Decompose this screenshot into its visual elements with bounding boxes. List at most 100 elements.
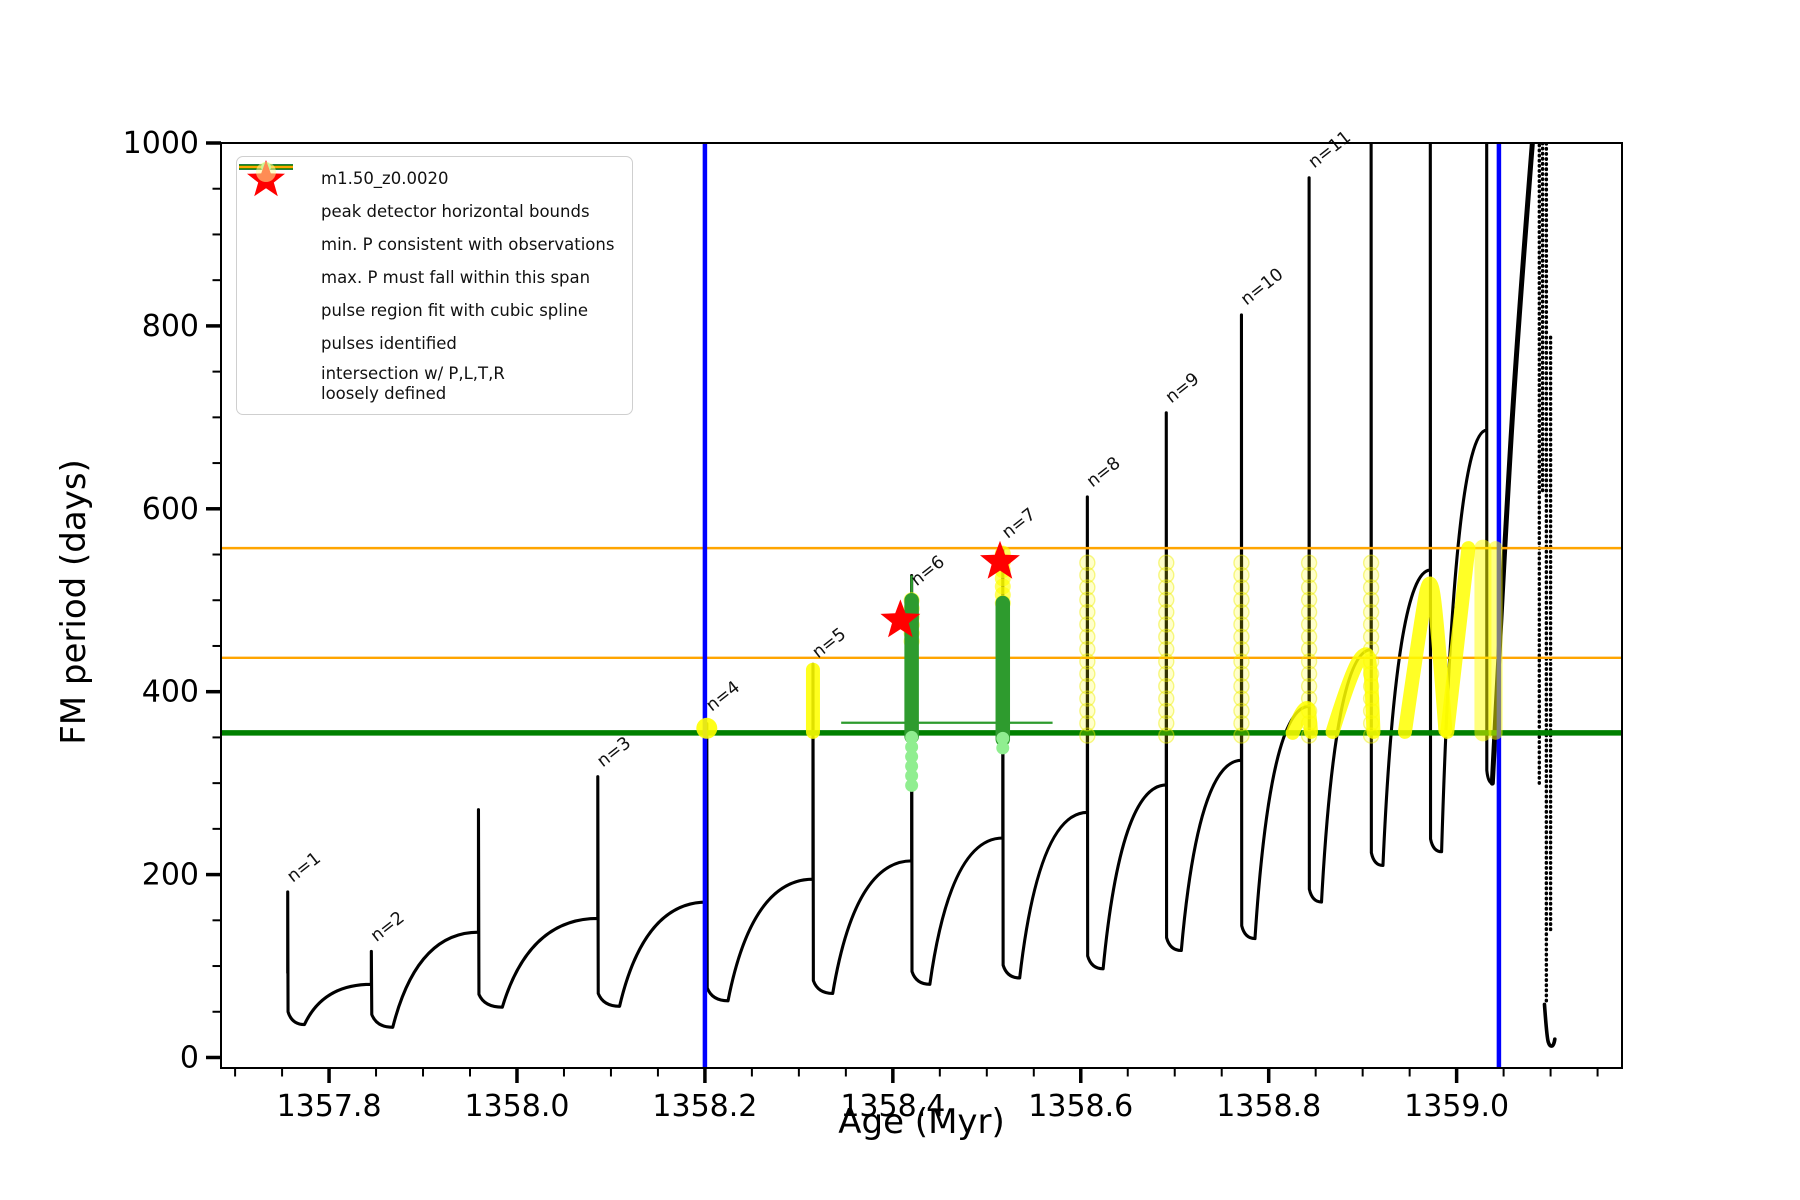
intersection-marker (1300, 591, 1318, 608)
legend-item-4: max. P must fall within this span (239, 165, 614, 292)
intersection-arc-4 (1440, 541, 1476, 739)
intersection-marker (1362, 591, 1380, 608)
pulse-annotation-n9: n=9 (1162, 369, 1203, 407)
intersection-marker (1079, 715, 1096, 732)
intersection-marker (1158, 665, 1175, 683)
legend-item-6: pulses identified (247, 160, 614, 358)
hook-curve (1542, 1002, 1557, 1048)
intersection-marker (1079, 591, 1096, 608)
intersection-marker (1362, 554, 1380, 571)
intersection-marker (1079, 678, 1096, 695)
intersection-marker (1158, 603, 1175, 621)
pulse-star-2 (980, 540, 1020, 579)
intersection-arc-1 (1285, 701, 1318, 740)
intersection-arc-3 (1397, 576, 1453, 739)
intersection-marker (1233, 640, 1250, 658)
pulse-annotation-n1: n=1 (283, 848, 324, 886)
intersection-marker (1158, 727, 1175, 744)
intersection-marker (1079, 603, 1096, 621)
intersection-marker (1233, 616, 1250, 633)
intersection-marker (1233, 628, 1250, 646)
pulse-annotation-n4: n=4 (703, 677, 744, 715)
intersection-marker (1233, 727, 1250, 744)
intersection-marker (1300, 640, 1318, 658)
legend-item-label: m1.50_z0.0020 (321, 169, 449, 189)
intersection-marker (1233, 715, 1250, 732)
intersection-marker (1300, 665, 1318, 683)
series-m1.50-z0.0020 (286, 143, 1493, 1029)
pulse-region-marker (905, 750, 919, 764)
legend-item-label: min. P consistent with observations (321, 235, 615, 255)
intersection-marker (1233, 554, 1250, 571)
pulse-annotation-n8: n=8 (1083, 453, 1124, 491)
y-axis-label: FM period (days) (54, 459, 94, 745)
legend-item-1: m1.50_z0.0020 (239, 164, 614, 193)
intersection-marker (1362, 603, 1380, 621)
intersection-marker (1233, 591, 1250, 608)
intersection-marker (1233, 665, 1250, 683)
x-tick-label: 1358.6 (1028, 1089, 1133, 1124)
intersection-marker (1158, 715, 1175, 732)
intersection-marker (1233, 678, 1250, 695)
intersection-marker (1158, 554, 1175, 571)
pulse-annotation-n11: n=11 (1305, 127, 1355, 172)
pulse-annotation-n6: n=6 (907, 552, 948, 590)
intersection-marker (1158, 591, 1175, 608)
y-tick-label: 600 (142, 492, 199, 527)
intersection-marker (1079, 554, 1096, 571)
intersection-marker (1158, 579, 1175, 596)
legend-item-5: pulse region fit with cubic spline (247, 162, 614, 325)
intersection-marker (1362, 616, 1380, 633)
intersection-marker (1300, 603, 1318, 621)
intersection-marker (1300, 554, 1318, 571)
intersection-marker (1079, 640, 1096, 658)
intersection-marker (1233, 653, 1250, 670)
intersection-marker (1362, 566, 1380, 584)
intersection-marker (1079, 653, 1096, 670)
intersection-marker (1300, 653, 1318, 670)
intersection-marker (1233, 566, 1250, 584)
intersection-marker (1158, 702, 1175, 720)
intersection-marker (1079, 628, 1096, 646)
intersection-arc-2 (1325, 647, 1381, 739)
intersection-marker (1079, 616, 1096, 633)
pulse-region-marker (905, 740, 919, 754)
intersection-marker (1158, 566, 1175, 584)
legend-item-7: intersection w/ P,L,T,R loosely defined (247, 162, 614, 404)
legend-item-2: peak detector horizontal bounds (239, 164, 614, 226)
intersection-marker (1158, 678, 1175, 695)
pulse-annotation-n7: n=7 (999, 505, 1040, 543)
x-tick-label: 1358.2 (652, 1089, 757, 1124)
x-tick-label: 1358.0 (464, 1089, 569, 1124)
x-tick-label: 1358.4 (840, 1089, 945, 1124)
intersection-marker (1079, 702, 1096, 720)
intersection-marker (1079, 566, 1096, 584)
intersection-marker (1158, 616, 1175, 633)
intersection-dot-n4 (696, 717, 718, 739)
pulse-annotation-n2: n=2 (367, 908, 408, 946)
pulse-annotation-n10: n=10 (1237, 265, 1287, 310)
intersection-marker (1362, 579, 1380, 596)
intersection-marker (1158, 640, 1175, 658)
pulse-region-marker (905, 778, 919, 792)
axes-frame (220, 142, 1623, 1069)
pulse-region-marker (996, 731, 1010, 745)
legend-item-label: pulses identified (321, 334, 457, 354)
legend-item-label: intersection w/ P,L,T,R loosely defined (321, 364, 505, 404)
intersection-marker (1300, 616, 1318, 633)
intersection-marker (1233, 603, 1250, 621)
intersection-marker (1158, 690, 1175, 707)
y-tick-label: 800 (142, 309, 199, 344)
intersection-marker (1300, 566, 1318, 584)
legend-item-label: peak detector horizontal bounds (321, 202, 590, 222)
x-axis-label: Age (Myr) (838, 1102, 1005, 1142)
intersection-marker (1300, 628, 1318, 646)
intersection-marker (1233, 702, 1250, 720)
pulse-region-marker (905, 759, 919, 773)
intersection-marker (1362, 628, 1380, 646)
y-tick-label: 0 (180, 1040, 199, 1075)
pulse-star-1 (880, 599, 921, 638)
intersection-marker (1079, 579, 1096, 596)
